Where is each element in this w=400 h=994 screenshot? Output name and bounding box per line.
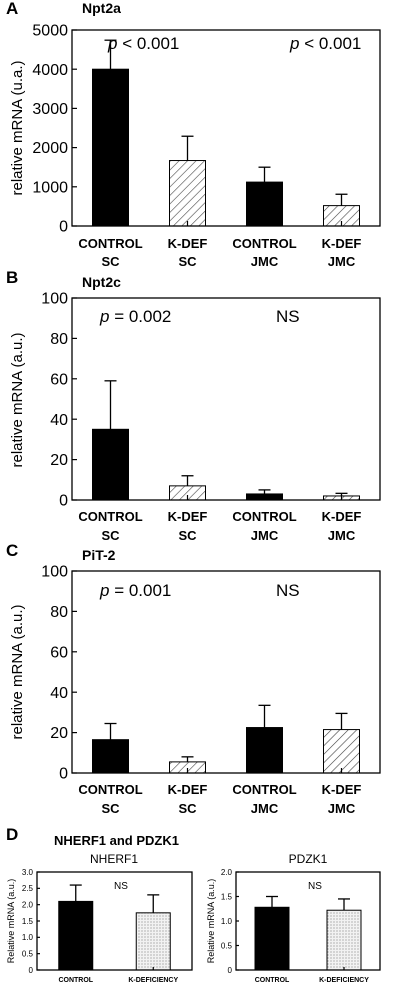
- chart-title: NHERF1 and PDZK1: [54, 833, 179, 848]
- y-tick-label: 1.0: [221, 917, 233, 926]
- y-axis-label: relative mRNA (u.a.): [9, 60, 26, 195]
- x-tick-label: CONTROL: [78, 509, 142, 524]
- chart-subtitle: NHERF1: [90, 852, 138, 866]
- y-tick-label: 1.5: [221, 892, 233, 901]
- chart-title: Npt2c: [82, 274, 121, 290]
- y-tick-label: 1000: [32, 179, 68, 196]
- y-tick-label: 100: [41, 291, 68, 308]
- panel-letter: D: [6, 825, 18, 844]
- bar: [246, 181, 283, 227]
- panel-letter: C: [6, 541, 18, 560]
- x-tick-label: SC: [178, 254, 197, 269]
- significance-annotation: NS: [276, 581, 300, 600]
- significance-annotation: p = 0.001: [99, 581, 171, 600]
- y-tick-label: 80: [50, 331, 68, 348]
- significance-annotation: p < 0.001: [107, 34, 179, 53]
- x-tick-label: K-DEF: [168, 782, 208, 797]
- x-tick-label: K-DEF: [322, 236, 362, 251]
- significance-annotation: NS: [114, 881, 128, 892]
- y-axis-label: relative mRNA (a.u.): [9, 604, 26, 739]
- bar: [169, 160, 206, 227]
- x-tick-label: JMC: [328, 254, 356, 269]
- x-tick-label: CONTROL: [58, 977, 93, 984]
- x-tick-label: K-DEF: [322, 509, 362, 524]
- panel-letter: B: [6, 268, 18, 287]
- bar: [58, 900, 94, 971]
- y-tick-label: 40: [50, 685, 68, 702]
- plot-frame: [71, 570, 381, 774]
- x-tick-label: JMC: [328, 801, 356, 816]
- y-tick-label: 2000: [32, 140, 68, 157]
- y-tick-label: 40: [50, 412, 68, 429]
- significance-annotation: NS: [276, 307, 300, 326]
- y-tick-label: 0: [59, 493, 68, 510]
- y-tick-label: 2.0: [221, 868, 233, 877]
- x-tick-label: CONTROL: [232, 509, 296, 524]
- y-tick-label: 0.5: [22, 949, 34, 958]
- significance-annotation: p = 0.002: [99, 307, 171, 326]
- y-tick-label: 5000: [32, 23, 68, 40]
- y-tick-label: 1.5: [22, 917, 34, 926]
- y-tick-label: 100: [41, 564, 68, 581]
- y-tick-label: 20: [50, 452, 68, 469]
- x-tick-label: CONTROL: [78, 236, 142, 251]
- plot-frame: [71, 297, 381, 501]
- x-tick-label: CONTROL: [232, 782, 296, 797]
- x-tick-label: SC: [101, 528, 120, 543]
- x-tick-label: JMC: [251, 254, 279, 269]
- y-tick-label: 3.0: [22, 868, 34, 877]
- bar: [254, 906, 290, 971]
- bar: [92, 428, 129, 501]
- plot-frame: [71, 29, 381, 227]
- bar: [326, 909, 362, 971]
- x-tick-label: K-DEF: [168, 509, 208, 524]
- y-tick-label: 20: [50, 725, 68, 742]
- y-axis-label: Relative mRNA (a.u.): [6, 879, 16, 964]
- x-tick-label: JMC: [251, 801, 279, 816]
- y-tick-label: 2.0: [22, 900, 34, 909]
- x-tick-label: JMC: [328, 528, 356, 543]
- x-tick-label: K-DEFICIENCY: [319, 977, 369, 984]
- y-tick-label: 60: [50, 371, 68, 388]
- chart-title: Npt2a: [82, 0, 121, 16]
- y-axis-label: Relative mRNA (a.u.): [206, 879, 216, 964]
- significance-annotation: p < 0.001: [289, 34, 361, 53]
- x-tick-label: CONTROL: [232, 236, 296, 251]
- chart-subtitle: PDZK1: [289, 852, 328, 866]
- significance-annotation: NS: [308, 881, 322, 892]
- x-tick-label: K-DEF: [322, 782, 362, 797]
- bar: [92, 68, 129, 227]
- x-tick-label: SC: [101, 801, 120, 816]
- y-tick-label: 80: [50, 604, 68, 621]
- y-tick-label: 4000: [32, 62, 68, 79]
- x-tick-label: K-DEF: [168, 236, 208, 251]
- x-tick-label: CONTROL: [78, 782, 142, 797]
- y-tick-label: 0: [59, 219, 68, 236]
- y-tick-label: 0: [59, 766, 68, 783]
- x-tick-label: SC: [101, 254, 120, 269]
- x-tick-label: CONTROL: [255, 977, 290, 984]
- bar: [246, 727, 283, 774]
- y-tick-label: 0: [228, 966, 233, 975]
- y-tick-label: 2.5: [22, 884, 34, 893]
- bar: [135, 912, 171, 971]
- y-axis-label: relative mRNA (a.u.): [9, 332, 26, 467]
- y-tick-label: 0: [29, 966, 34, 975]
- x-tick-label: SC: [178, 801, 197, 816]
- x-tick-label: SC: [178, 528, 197, 543]
- bar: [323, 729, 360, 774]
- y-tick-label: 1.0: [22, 933, 34, 942]
- panel-letter: A: [6, 0, 18, 18]
- x-tick-label: JMC: [251, 528, 279, 543]
- x-tick-label: K-DEFICIENCY: [128, 977, 178, 984]
- chart-title: PiT-2: [82, 547, 116, 563]
- y-tick-label: 60: [50, 644, 68, 661]
- y-tick-label: 3000: [32, 101, 68, 118]
- y-tick-label: 0.5: [221, 941, 233, 950]
